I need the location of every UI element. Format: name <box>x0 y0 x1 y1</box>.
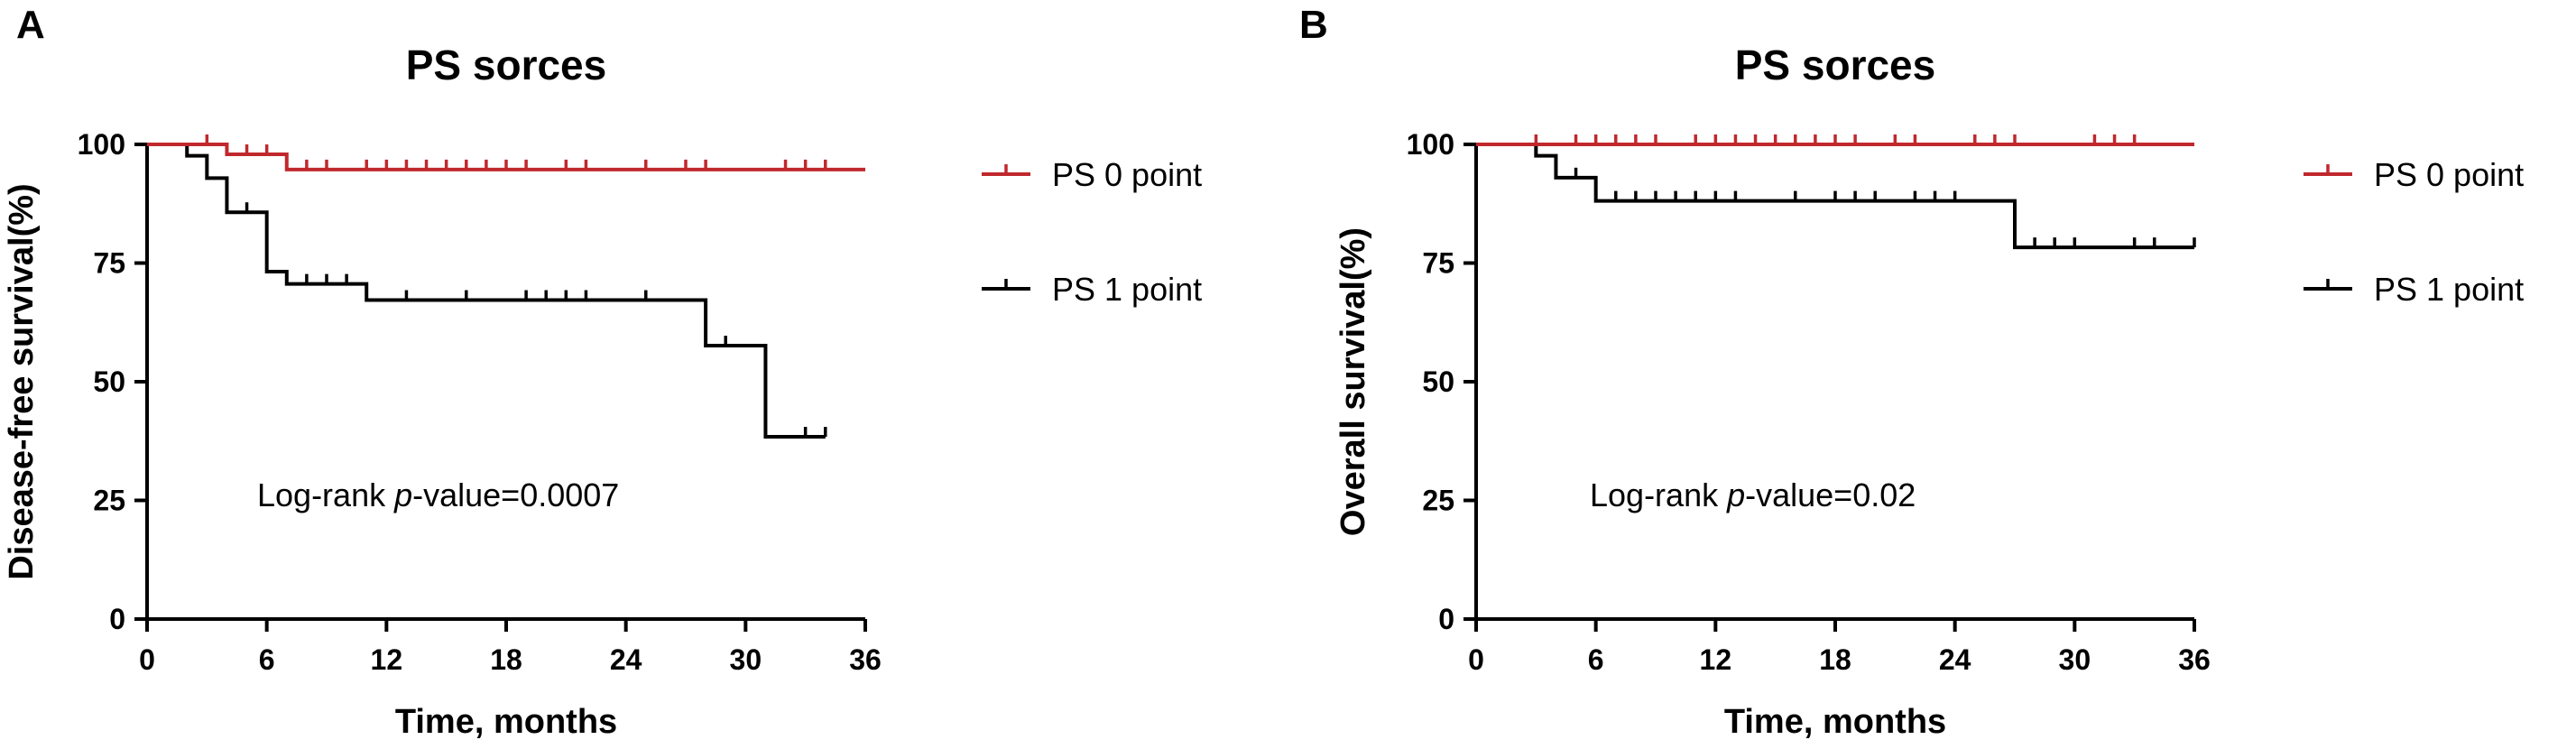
legend-item: PS 1 point <box>982 271 1202 308</box>
annotation-p: p <box>1726 476 1745 513</box>
annotation-prefix: Log-rank <box>257 476 394 513</box>
y-axis-title: Disease-free survival(%) <box>3 183 41 579</box>
x-tick-label: 0 <box>139 643 155 676</box>
x-tick-label: 6 <box>1588 643 1604 676</box>
legend-label: PS 0 point <box>1052 156 1202 193</box>
x-tick-label: 0 <box>1468 643 1484 676</box>
legend-label: PS 0 point <box>2374 156 2524 193</box>
logrank-annotation: Log-rank p-value=0.0007 <box>257 476 619 513</box>
annotation-suffix: -value=0.0007 <box>412 476 619 513</box>
x-tick-label: 30 <box>2059 643 2091 676</box>
x-tick-label: 36 <box>2178 643 2211 676</box>
x-axis-title: Time, months <box>1724 703 1946 741</box>
y-tick-label: 75 <box>93 247 125 280</box>
annotation-prefix: Log-rank <box>1590 476 1727 513</box>
annotation-p: p <box>393 476 412 513</box>
x-tick-label: 18 <box>490 643 522 676</box>
chart-title: PS sorces <box>1735 42 1935 88</box>
x-tick-label: 12 <box>371 643 403 676</box>
y-tick-label: 0 <box>109 603 125 635</box>
y-tick-label: 50 <box>1422 365 1454 398</box>
y-tick-label: 25 <box>1422 485 1454 517</box>
legend-item: PS 0 point <box>982 156 1202 193</box>
series-ps-0-point <box>1476 134 2194 146</box>
x-tick-label: 36 <box>849 643 882 676</box>
y-tick-label: 100 <box>1407 128 1454 161</box>
annotation-suffix: -value=0.02 <box>1745 476 1916 513</box>
y-tick-label: 0 <box>1438 603 1454 635</box>
legend-item: PS 1 point <box>2304 271 2524 308</box>
survival-step-line <box>147 143 865 171</box>
x-axis-title: Time, months <box>395 703 617 741</box>
series-ps-0-point <box>147 134 865 171</box>
y-tick-label: 100 <box>78 128 125 161</box>
chart-title: PS sorces <box>406 42 606 88</box>
x-tick-label: 12 <box>1700 643 1732 676</box>
x-tick-label: 6 <box>259 643 275 676</box>
panel-label: A <box>16 3 45 47</box>
y-axis-title: Overall survival(%) <box>1334 227 1372 536</box>
x-tick-label: 18 <box>1819 643 1851 676</box>
legend-label: PS 1 point <box>2374 271 2524 308</box>
panel-label: B <box>1299 3 1328 47</box>
x-tick-label: 24 <box>610 643 642 676</box>
y-tick-label: 50 <box>93 365 125 398</box>
y-tick-label: 75 <box>1422 247 1454 280</box>
chart-panel-a: A PS sorces 0 25 50 75 100 0 6 12 18 24 30 36 Time, mo… <box>3 3 1202 741</box>
series-ps-1-point <box>147 143 827 439</box>
series-ps-1-point <box>1476 143 2196 250</box>
legend-item: PS 0 point <box>2304 156 2524 193</box>
x-tick-label: 30 <box>730 643 762 676</box>
y-tick-label: 25 <box>93 485 125 517</box>
logrank-annotation: Log-rank p-value=0.02 <box>1590 476 1916 513</box>
survival-step-line <box>147 143 826 439</box>
legend-label: PS 1 point <box>1052 271 1202 308</box>
chart-panel-b: B PS sorces 0 25 50 75 100 0 6 12 18 24 30 36 Time, mo… <box>1299 3 2524 741</box>
x-tick-label: 24 <box>1939 643 1971 676</box>
